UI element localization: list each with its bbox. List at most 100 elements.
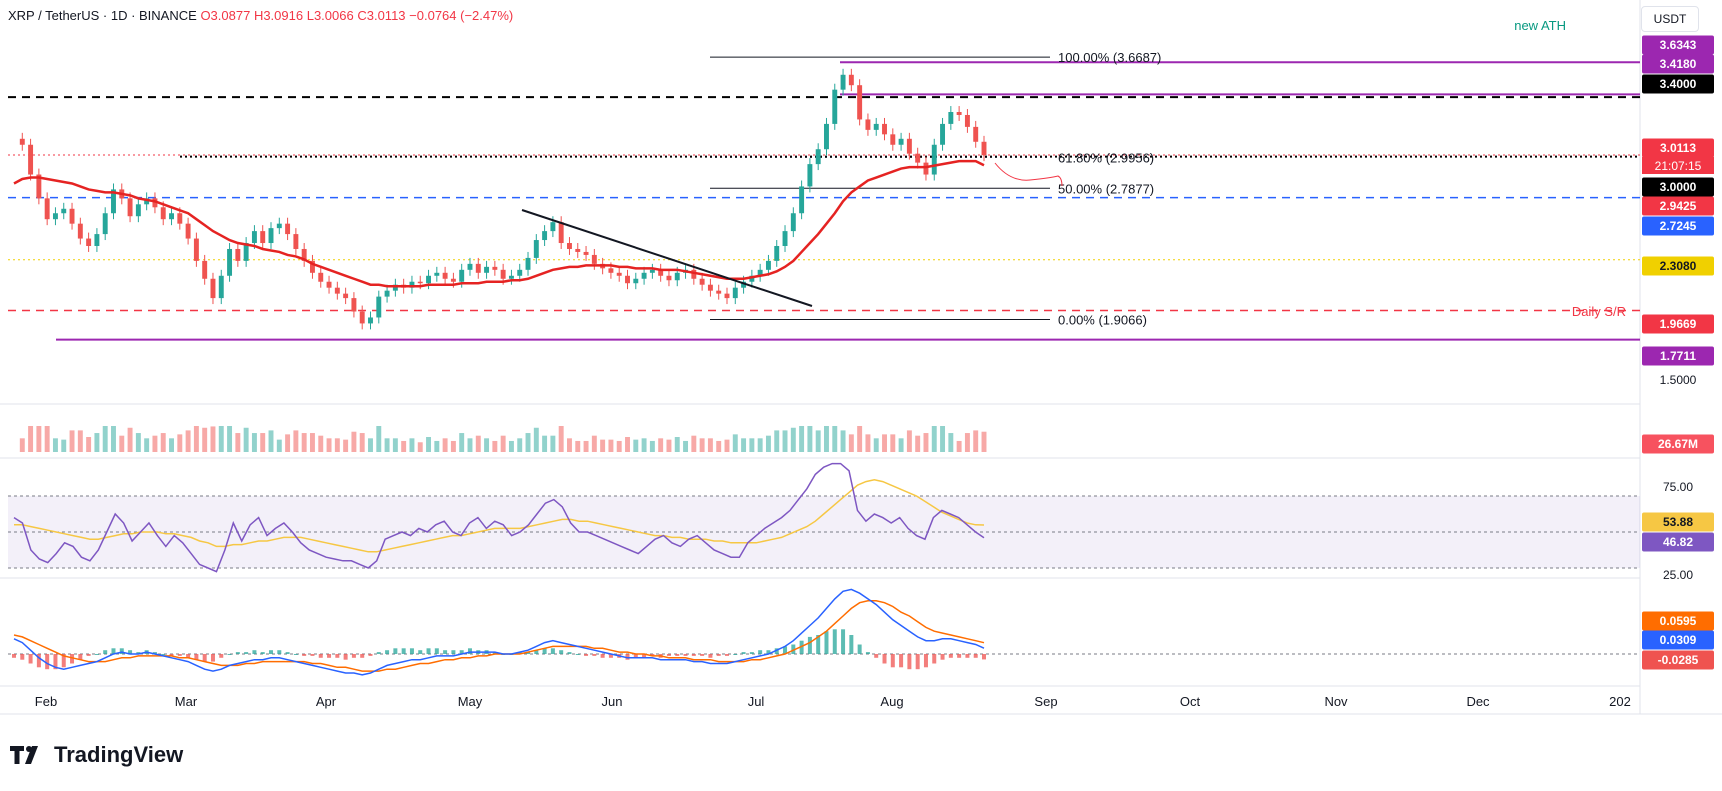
candle-body (832, 89, 838, 124)
macd-histogram-bar (791, 644, 796, 654)
volume-bar (923, 433, 929, 452)
macd-histogram-bar (202, 654, 207, 662)
x-axis-tick-5: Jul (748, 694, 765, 709)
candle-body (376, 296, 382, 318)
macd-histogram-bar (766, 650, 771, 654)
volume-bar (19, 438, 25, 452)
volume-bar (807, 426, 813, 452)
candle-body (815, 149, 821, 165)
price-badge-1-bg (1642, 54, 1714, 74)
candle-body (484, 266, 490, 273)
volume-bar (790, 427, 796, 452)
candle-body (94, 234, 100, 246)
candle-body (691, 269, 697, 279)
volume-bar (533, 427, 539, 452)
candle-body (193, 238, 199, 261)
volume-bar (915, 435, 921, 452)
macd-histogram-bar (103, 650, 108, 654)
macd-histogram-bar (492, 652, 497, 654)
volume-bar (683, 440, 689, 452)
price-badge-1: 3.4180 (1660, 57, 1697, 71)
volume-bar (235, 433, 241, 452)
candle-body (44, 198, 50, 220)
macd-histogram-bar (724, 654, 729, 656)
candle-body (293, 234, 299, 249)
signal-badge: 0.0309 (1660, 633, 1697, 647)
macd-histogram-bar (708, 654, 713, 658)
candle-body (144, 198, 150, 205)
trendline-layer (521, 162, 1063, 307)
candle-body (36, 174, 42, 199)
volume-bar (857, 426, 863, 452)
volume-bar (625, 437, 630, 452)
candle-body (956, 112, 962, 115)
fib-label-3: 0.00% (1.9066) (1058, 312, 1147, 327)
candle-body (69, 208, 75, 224)
candle-body (492, 266, 498, 270)
macd-histogram-bar (973, 654, 978, 658)
fib-layer: 100.00% (3.6687) 61.80% (2.9956) 50.00% (2… (710, 50, 1161, 327)
macd-histogram-bar (542, 648, 547, 654)
macd-histogram-bar (890, 654, 895, 668)
candle-body (848, 74, 854, 86)
y-axis-tick-price: 1.5000 (1660, 373, 1697, 387)
macd-histogram-bar (550, 648, 555, 654)
volume-bar (268, 430, 274, 452)
candle-body (19, 138, 25, 145)
currency-button[interactable]: USDT (1641, 6, 1699, 32)
macd-line (13, 588, 985, 676)
candle-body (931, 144, 937, 175)
y-axis-tick-rsi-1: 25.00 (1663, 568, 1693, 582)
macd-histogram-bar (567, 652, 572, 654)
macd-histogram-bar (219, 654, 224, 658)
volume-bar (376, 426, 382, 452)
volume-bar (426, 437, 431, 452)
volume-bar (517, 438, 523, 452)
candle-body (981, 141, 987, 156)
macd-histogram-bar (857, 644, 862, 654)
volume-bar (616, 440, 622, 452)
macd-histogram-bar (526, 652, 531, 654)
macd-badge: 0.0595 (1660, 614, 1697, 628)
candle-body (724, 293, 730, 299)
macd-histogram-bar (749, 652, 754, 654)
macd-histogram-bar (86, 654, 91, 656)
volume-bar (94, 433, 100, 452)
volume-bar (724, 439, 730, 452)
x-axis-tick-6: Aug (880, 694, 903, 709)
candle-body (732, 287, 738, 299)
candle-body (948, 112, 954, 124)
brand-footer: TradingView (10, 742, 183, 768)
candle-body (865, 119, 871, 130)
macd-histogram-bar (360, 654, 365, 658)
candle-body (169, 213, 174, 220)
volume-bar (940, 426, 946, 452)
macd-histogram-bar (128, 650, 133, 654)
candle-body (807, 164, 813, 187)
volume-bar (707, 438, 713, 452)
candle-body (940, 123, 946, 145)
price-badge-3: 3.0113 (1660, 141, 1696, 155)
candles-layer (13, 68, 987, 330)
fib-label-0: 100.00% (3.6687) (1058, 50, 1161, 65)
macd-histogram-bar (849, 635, 854, 654)
macd-histogram-bar (302, 654, 307, 656)
tradingview-logo-icon (10, 746, 38, 764)
volume-bar (824, 426, 829, 452)
macd-histogram-bar (70, 654, 75, 664)
candle-body (384, 290, 390, 297)
candle-body (61, 208, 67, 214)
candle-body (757, 269, 763, 276)
volume-bar (666, 439, 672, 452)
volume-bar (492, 440, 498, 452)
macd-histogram-bar (957, 654, 962, 658)
volume-bar (218, 426, 224, 452)
candle-body (276, 223, 282, 229)
macd-histogram-bar (418, 650, 423, 654)
macd-histogram-bar (716, 654, 721, 656)
volume-bar (401, 440, 407, 452)
candle-body (111, 189, 116, 214)
macd-histogram-bar (915, 654, 920, 670)
volume-bar (931, 426, 937, 452)
volume-bar (169, 438, 174, 452)
